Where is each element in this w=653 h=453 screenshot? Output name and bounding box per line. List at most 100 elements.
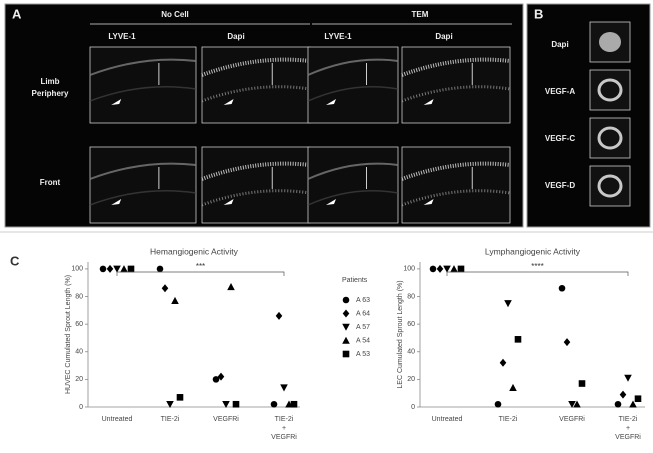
row-label: VEGF-D (545, 181, 575, 190)
tissue-band (401, 57, 511, 77)
row-label: Front (40, 178, 61, 187)
tissue-band (89, 85, 197, 102)
marker (563, 338, 571, 347)
y-tick-label: 40 (407, 349, 415, 356)
x-tick-label: VEGFRi (559, 416, 585, 423)
marker (113, 265, 121, 273)
tissue-band (307, 85, 399, 102)
marker (106, 264, 114, 273)
tissue-band (307, 189, 399, 206)
panel-label: A (12, 6, 22, 21)
panel-label: B (534, 6, 543, 21)
arrow (111, 199, 122, 205)
x-tick-label: TIE-2i (275, 416, 294, 423)
tissue-band (89, 58, 197, 76)
image-tile (201, 146, 311, 224)
arrow (326, 99, 336, 105)
arrow (423, 99, 434, 105)
legend-label: A 57 (356, 324, 370, 331)
marker (156, 265, 164, 273)
y-tick-label: 20 (75, 376, 83, 383)
y-axis-label: HUVEC Cumulated Sprout Length (%) (65, 275, 72, 394)
significance-bracket (116, 271, 285, 276)
significance-bracket (446, 271, 629, 276)
marker (161, 284, 169, 293)
x-tick-label: TIE-2i (499, 416, 518, 423)
y-tick-label: 60 (407, 321, 415, 328)
image-tile (89, 146, 197, 224)
marker (629, 400, 637, 408)
cell (597, 78, 623, 102)
x-tick-label: VEGFRi (615, 434, 641, 441)
y-tick-label: 0 (79, 404, 83, 411)
x-tick-label: + (282, 425, 286, 432)
arrow (326, 199, 336, 205)
marker (227, 283, 235, 291)
panel-label: C (10, 253, 20, 268)
marker (222, 400, 230, 409)
marker (494, 400, 502, 408)
legend-marker (342, 350, 350, 358)
image-tile (89, 46, 197, 124)
marker (270, 400, 278, 408)
row-label: Limb (40, 77, 59, 86)
significance-label: *** (196, 262, 205, 271)
x-tick-label: VEGFRi (213, 416, 239, 423)
chart-title: Lymphangiogenic Activity (485, 246, 581, 256)
cell (597, 126, 623, 150)
tissue-band (201, 161, 311, 181)
row-label: Dapi (551, 40, 568, 49)
x-tick-label: TIE-2i (161, 416, 180, 423)
legend-label: A 63 (356, 297, 370, 304)
marker (171, 296, 179, 304)
legend-marker (342, 323, 350, 331)
cell (599, 32, 621, 52)
legend-marker (342, 336, 350, 344)
image-tile (589, 165, 631, 207)
y-axis-label: LEC Cumulated Sprout Length (%) (397, 280, 404, 388)
image-tile (307, 46, 399, 124)
marker (166, 400, 174, 409)
column-label: LYVE-1 (324, 32, 352, 41)
marker (624, 374, 632, 382)
image-tile (401, 146, 511, 224)
arrow (223, 99, 234, 105)
row-label: Periphery (32, 89, 69, 98)
legend-marker (342, 309, 350, 318)
legend-label: A 64 (356, 310, 370, 317)
tissue-band (307, 58, 399, 76)
legend-title: Patients (342, 277, 368, 284)
marker (280, 384, 288, 392)
y-tick-label: 20 (407, 376, 415, 383)
marker (514, 336, 522, 343)
panel-b (526, 3, 651, 228)
marker (436, 264, 444, 273)
column-label: Dapi (227, 32, 244, 41)
y-tick-label: 0 (411, 404, 415, 411)
marker (99, 265, 107, 273)
row-label: VEGF-A (545, 87, 575, 96)
marker (290, 400, 298, 408)
tissue-band (89, 189, 197, 206)
y-tick-label: 80 (75, 293, 83, 300)
legend-label: A 53 (356, 351, 370, 358)
marker (275, 311, 283, 320)
marker (443, 265, 451, 273)
significance-label: **** (531, 262, 543, 271)
marker (120, 265, 128, 273)
marker (573, 400, 581, 408)
image-tile (401, 46, 511, 124)
y-tick-label: 40 (75, 349, 83, 356)
marker (568, 400, 576, 409)
marker (457, 265, 465, 273)
row-label: VEGF-C (545, 134, 575, 143)
y-tick-label: 60 (75, 321, 83, 328)
chart-title: Hemangiogenic Activity (150, 246, 239, 256)
marker (504, 300, 512, 308)
x-tick-label: + (626, 425, 630, 432)
image-tile (307, 146, 399, 224)
y-tick-label: 80 (407, 293, 415, 300)
tissue-band (401, 161, 511, 181)
marker (176, 394, 184, 401)
